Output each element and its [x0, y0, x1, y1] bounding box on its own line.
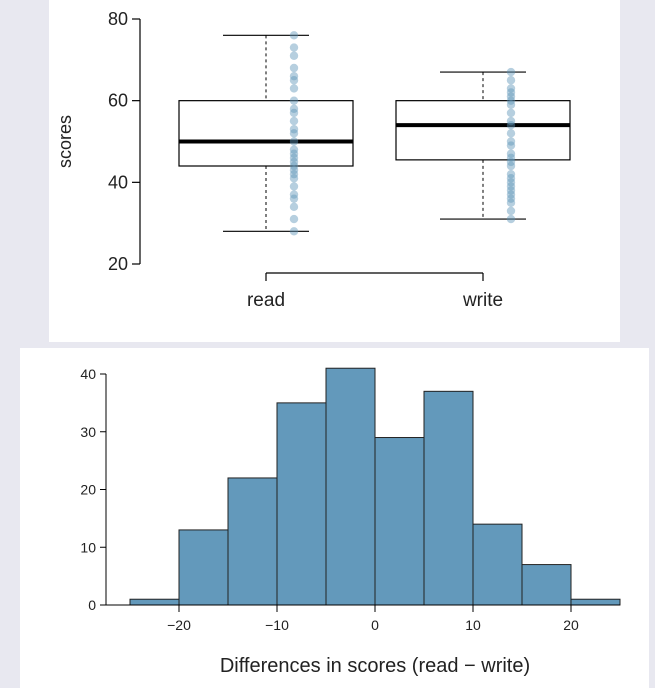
data-point	[289, 182, 299, 191]
data-point	[506, 120, 516, 130]
data-point	[289, 31, 299, 40]
data-point	[289, 137, 299, 146]
y-tick-label: 10	[80, 539, 96, 555]
x-tick-label-read: read	[247, 290, 285, 311]
data-point	[289, 214, 299, 224]
data-point	[289, 43, 299, 52]
data-point	[506, 129, 516, 138]
histogram-bar	[472, 523, 523, 606]
y-tick-label: 40	[108, 172, 128, 192]
data-point	[506, 137, 516, 146]
data-point	[289, 63, 299, 73]
data-point	[289, 145, 299, 154]
y-tick-label: 20	[108, 254, 128, 274]
histogram-bar	[276, 402, 327, 606]
data-point	[289, 190, 299, 199]
data-point	[506, 169, 516, 179]
data-point	[289, 149, 299, 158]
data-point	[289, 84, 299, 93]
data-point	[506, 84, 516, 93]
data-point	[506, 149, 516, 158]
boxplot-chart: 20 40 60 80 scores read write	[55, 9, 571, 311]
y-tick-label: 20	[80, 482, 96, 498]
data-point	[506, 161, 516, 171]
data-point	[506, 190, 516, 199]
y-tick-label: 60	[108, 91, 128, 111]
data-point	[506, 100, 516, 109]
data-point	[506, 108, 516, 118]
box-read	[178, 31, 354, 236]
data-point	[289, 104, 299, 114]
histogram-bar	[325, 367, 376, 606]
data-point	[289, 125, 299, 134]
data-point	[506, 178, 516, 187]
data-point	[506, 153, 516, 163]
data-point	[289, 202, 299, 212]
data-point	[506, 186, 516, 195]
histogram-bar	[374, 437, 425, 606]
data-point	[289, 194, 299, 203]
data-point	[289, 153, 299, 163]
box-write	[395, 67, 571, 224]
x-tick-label: −10	[265, 617, 289, 633]
histogram-bar	[423, 390, 474, 606]
data-point	[506, 92, 516, 101]
data-point	[289, 165, 299, 175]
data-point	[289, 227, 299, 236]
data-point	[289, 108, 299, 118]
iqr-box	[395, 100, 571, 161]
histogram-bar	[227, 477, 278, 606]
data-point	[289, 116, 299, 126]
data-point	[506, 214, 516, 224]
x-tick-label: −20	[167, 617, 191, 633]
histogram-bar	[521, 564, 572, 606]
data-point	[289, 71, 299, 81]
data-point	[506, 67, 516, 77]
y-tick-label: 0	[88, 597, 96, 613]
data-point	[289, 76, 299, 85]
histogram-bar	[178, 529, 229, 606]
x-tick-label-write: write	[462, 290, 503, 311]
data-point	[289, 161, 299, 171]
x-tick-label: 20	[563, 617, 579, 633]
x-tick-label: 10	[465, 617, 481, 633]
data-point	[289, 51, 299, 60]
data-point	[506, 76, 516, 85]
histogram-panel: 0 10 20 30 40 −20 −10 0 10 20 Differences in score…	[20, 348, 649, 688]
data-point	[506, 88, 516, 97]
data-point	[506, 206, 516, 216]
iqr-box	[178, 100, 354, 167]
data-point	[289, 96, 299, 105]
data-point	[289, 129, 299, 138]
x-tick-label: 0	[371, 617, 379, 633]
y-tick-label: 40	[80, 366, 96, 382]
data-point	[506, 174, 516, 183]
data-point	[506, 157, 516, 167]
histogram-bar	[570, 598, 621, 606]
boxplot-panel: 20 40 60 80 scores read write	[49, 0, 620, 342]
y-axis-title: scores	[55, 115, 75, 168]
data-point	[289, 174, 299, 183]
x-axis-title: Differences in scores (read − write)	[220, 655, 530, 677]
data-point	[506, 198, 516, 207]
histogram-chart: 0 10 20 30 40 −20 −10 0 10 20 Differences in score…	[80, 366, 621, 677]
data-point	[506, 194, 516, 203]
data-point	[506, 141, 516, 150]
data-point	[506, 96, 516, 105]
data-point	[289, 169, 299, 179]
data-point	[289, 157, 299, 167]
y-tick-label: 80	[108, 9, 128, 29]
data-point	[506, 182, 516, 191]
histogram-bar	[129, 598, 180, 606]
y-tick-label: 30	[80, 424, 96, 440]
data-point	[506, 116, 516, 126]
